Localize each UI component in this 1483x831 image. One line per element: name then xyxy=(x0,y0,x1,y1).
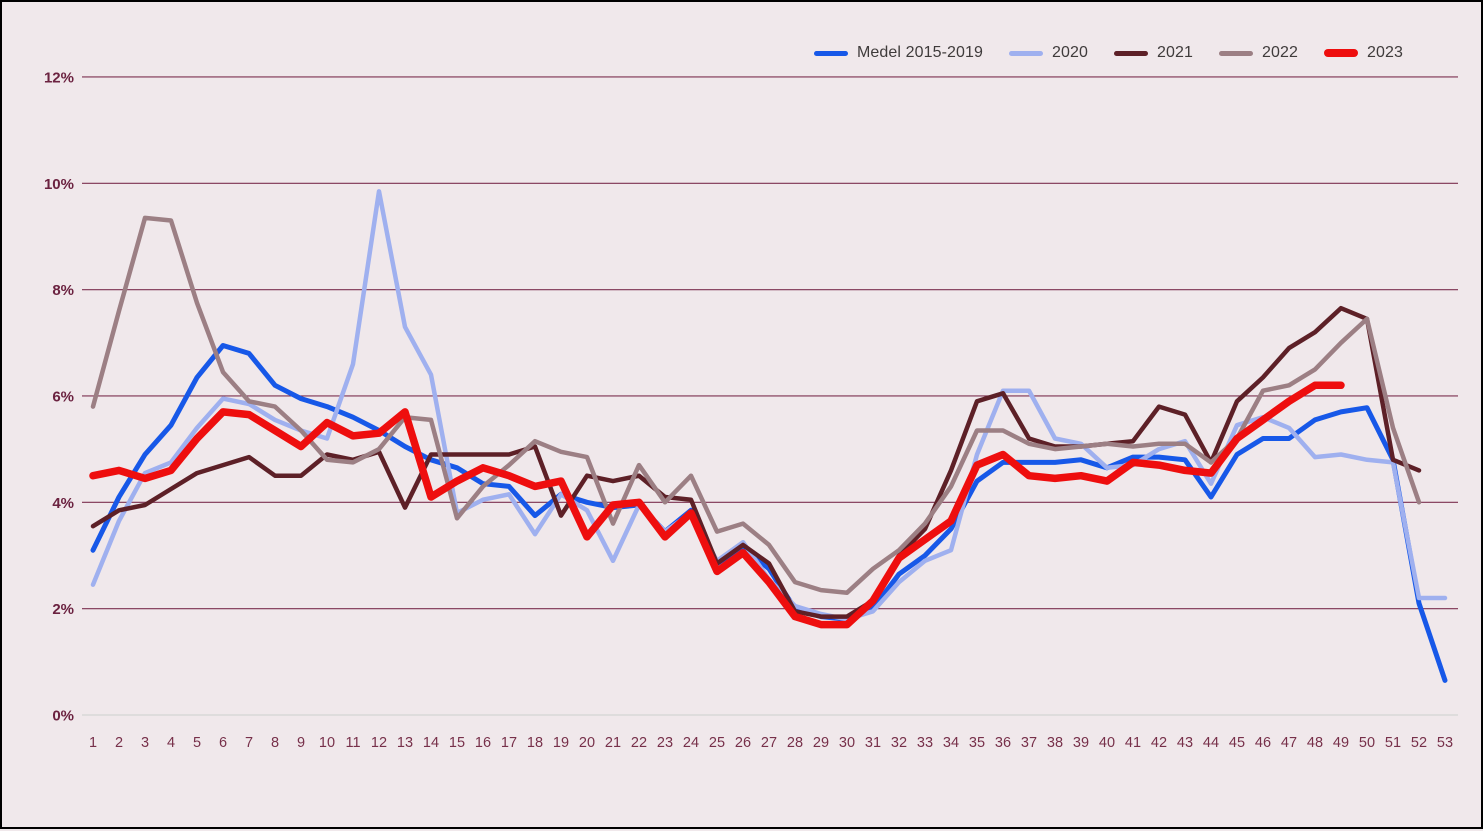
x-axis-label: 2 xyxy=(115,735,123,751)
x-axis-label: 9 xyxy=(297,735,305,751)
x-axis-label: 47 xyxy=(1281,735,1297,751)
x-axis-label: 24 xyxy=(683,735,699,751)
y-axis-label: 0% xyxy=(52,708,74,725)
x-axis-label: 36 xyxy=(995,735,1011,751)
y-axis-label: 4% xyxy=(52,495,74,512)
x-axis-label: 19 xyxy=(553,735,569,751)
x-axis-label: 48 xyxy=(1307,735,1323,751)
x-axis-label: 14 xyxy=(423,735,439,751)
x-axis-label: 15 xyxy=(449,735,465,751)
legend-swatch-line-icon xyxy=(1114,50,1148,56)
legend-label: 2020 xyxy=(1052,44,1088,61)
x-axis-label: 26 xyxy=(735,735,751,751)
legend-label: 2021 xyxy=(1157,44,1193,61)
x-axis-label: 49 xyxy=(1333,735,1349,751)
x-axis-label: 43 xyxy=(1177,735,1193,751)
x-axis-label: 21 xyxy=(605,735,621,751)
x-axis-label: 35 xyxy=(969,735,985,751)
legend-swatch-line-icon xyxy=(813,50,848,56)
y-axis-label: 6% xyxy=(52,388,74,405)
x-axis-label: 13 xyxy=(397,735,413,751)
legend-label: 2023 xyxy=(1367,44,1403,61)
y-axis-label: 10% xyxy=(44,176,74,193)
series-line-2021 xyxy=(90,305,1422,619)
x-axis-label: 27 xyxy=(761,735,777,751)
x-axis-label: 12 xyxy=(371,735,387,751)
legend-item-medel-2015-2019[interactable]: Medel 2015-2019 xyxy=(813,44,983,62)
x-axis-label: 6 xyxy=(219,735,227,751)
x-axis-label: 42 xyxy=(1151,735,1167,751)
x-axis-label: 5 xyxy=(193,735,201,751)
x-axis-label: 44 xyxy=(1203,735,1219,751)
legend-label: 2022 xyxy=(1262,44,1298,61)
x-axis-label: 40 xyxy=(1099,735,1115,751)
x-axis-label: 23 xyxy=(657,735,673,751)
x-axis-label: 46 xyxy=(1255,735,1271,751)
x-axis-label: 30 xyxy=(839,735,855,751)
x-axis-label: 29 xyxy=(813,735,829,751)
legend-swatch-line-icon xyxy=(1324,49,1358,57)
x-axis-label: 11 xyxy=(345,735,360,751)
x-axis-label: 22 xyxy=(631,735,647,751)
legend-swatch-line-icon xyxy=(1009,50,1043,56)
x-axis-label: 33 xyxy=(917,735,933,751)
x-axis-label: 32 xyxy=(891,735,907,751)
series-line-medel-2015-2019 xyxy=(90,343,1448,683)
legend-item-2021[interactable]: 2021 xyxy=(1114,44,1193,62)
series-line-2020 xyxy=(90,189,1448,622)
y-axis-label: 2% xyxy=(52,601,74,618)
x-axis-label: 53 xyxy=(1437,735,1453,751)
x-axis-label: 3 xyxy=(141,735,149,751)
x-axis-label: 39 xyxy=(1073,735,1089,751)
x-axis-label: 31 xyxy=(865,735,881,751)
x-axis-label: 4 xyxy=(167,735,175,751)
x-axis-label: 34 xyxy=(943,735,959,751)
legend-item-2020[interactable]: 2020 xyxy=(1009,44,1088,62)
x-axis-label: 7 xyxy=(245,735,253,751)
x-axis-label: 50 xyxy=(1359,735,1375,751)
series-line-2022 xyxy=(90,215,1422,595)
x-axis-label: 20 xyxy=(579,735,595,751)
x-axis-label: 51 xyxy=(1385,735,1401,751)
series-line-2023 xyxy=(89,381,1345,629)
x-axis-label: 16 xyxy=(475,735,491,751)
legend-label: Medel 2015-2019 xyxy=(856,44,983,61)
x-axis-label: 25 xyxy=(709,735,725,751)
x-axis-label: 45 xyxy=(1229,735,1245,751)
x-axis-label: 28 xyxy=(787,735,803,751)
x-axis-label: 18 xyxy=(527,735,543,751)
x-axis-label: 17 xyxy=(501,735,517,751)
x-axis-label: 38 xyxy=(1047,735,1063,751)
x-axis-label: 52 xyxy=(1411,735,1427,751)
legend-item-2023[interactable]: 2023 xyxy=(1324,44,1403,62)
y-axis-label: 8% xyxy=(52,282,74,299)
legend: Medel 2015-2019 2020 2021 2022 2023 xyxy=(813,44,1403,62)
x-axis-label: 37 xyxy=(1021,735,1037,751)
legend-item-2022[interactable]: 2022 xyxy=(1219,44,1298,62)
x-axis-label: 1 xyxy=(89,735,97,751)
y-axis-label: 12% xyxy=(44,69,74,86)
legend-swatch-line-icon xyxy=(1219,50,1253,56)
x-axis-label: 41 xyxy=(1125,735,1141,751)
x-axis-label: 10 xyxy=(319,735,335,751)
x-axis-label: 8 xyxy=(271,735,279,751)
